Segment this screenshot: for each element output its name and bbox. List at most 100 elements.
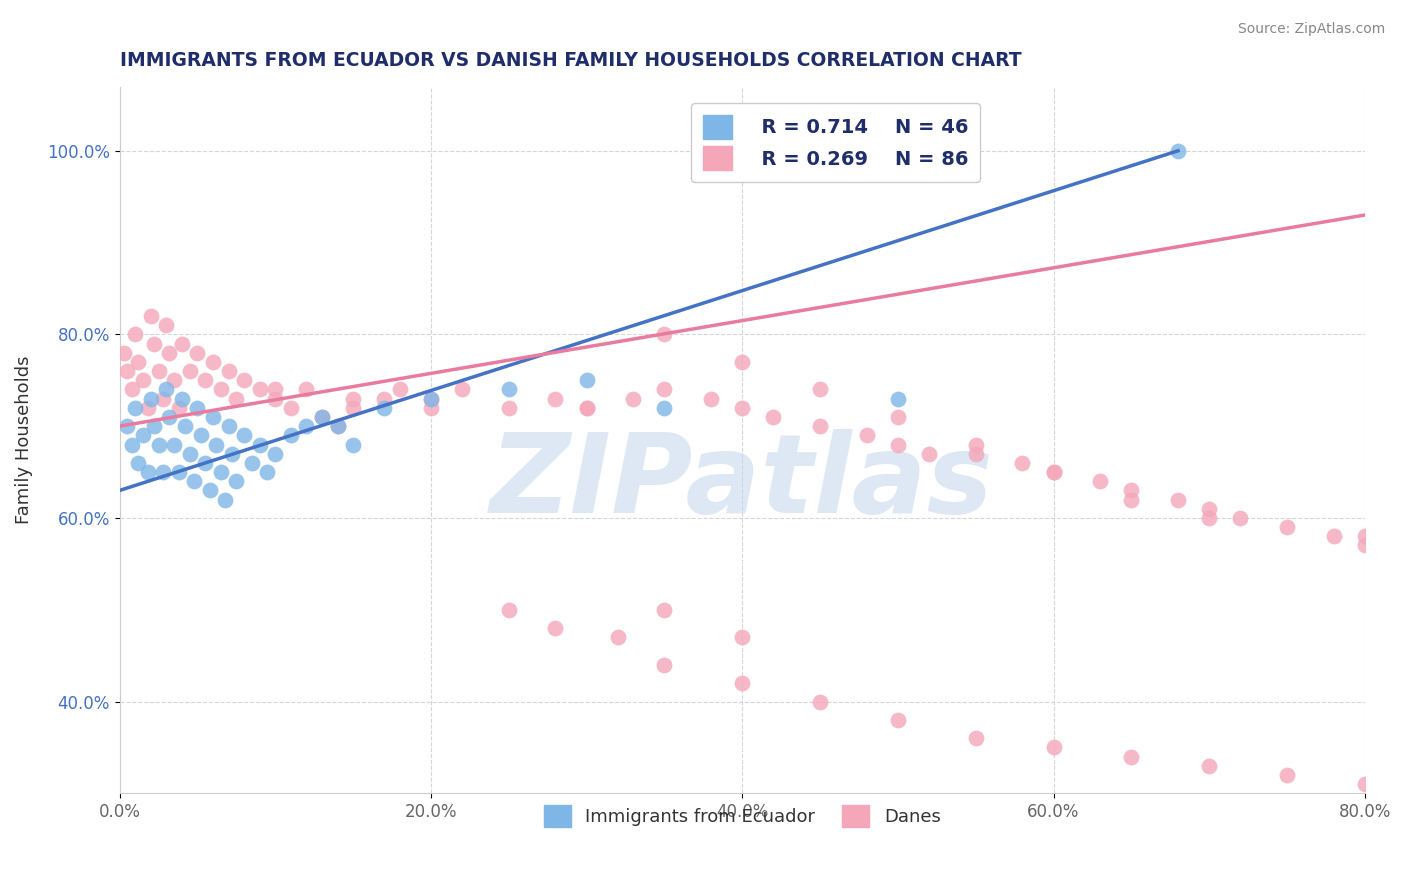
Point <box>157 345 180 359</box>
Point <box>225 392 247 406</box>
Point <box>808 694 831 708</box>
Point <box>326 419 349 434</box>
Point <box>1275 768 1298 782</box>
Point <box>186 345 208 359</box>
Point <box>179 364 201 378</box>
Point <box>311 409 333 424</box>
Point <box>1121 483 1143 498</box>
Point <box>419 392 441 406</box>
Point <box>1198 511 1220 525</box>
Point <box>190 428 212 442</box>
Point <box>855 428 877 442</box>
Point <box>225 475 247 489</box>
Point <box>201 355 224 369</box>
Point <box>1354 529 1376 543</box>
Point <box>731 355 754 369</box>
Point <box>256 465 278 479</box>
Point <box>887 392 910 406</box>
Point <box>121 437 143 451</box>
Point <box>198 483 221 498</box>
Point <box>183 475 205 489</box>
Point <box>139 309 162 323</box>
Point <box>1198 501 1220 516</box>
Point <box>170 392 193 406</box>
Point <box>762 409 785 424</box>
Point <box>731 630 754 644</box>
Point <box>295 419 318 434</box>
Point <box>142 336 165 351</box>
Point <box>179 447 201 461</box>
Point <box>1275 520 1298 534</box>
Point <box>654 383 676 397</box>
Point <box>127 456 149 470</box>
Point <box>240 456 263 470</box>
Point <box>575 401 598 415</box>
Point <box>575 373 598 387</box>
Point <box>142 419 165 434</box>
Point <box>965 437 987 451</box>
Point <box>654 327 676 342</box>
Point <box>1042 465 1064 479</box>
Point <box>731 676 754 690</box>
Point <box>124 327 146 342</box>
Point <box>132 373 155 387</box>
Point <box>654 401 676 415</box>
Point <box>163 373 186 387</box>
Point <box>233 373 256 387</box>
Point <box>136 465 159 479</box>
Point <box>148 364 170 378</box>
Point <box>498 383 520 397</box>
Point <box>419 401 441 415</box>
Point <box>1011 456 1033 470</box>
Point <box>887 409 910 424</box>
Point <box>264 383 287 397</box>
Point <box>121 383 143 397</box>
Point <box>136 401 159 415</box>
Point <box>1229 511 1251 525</box>
Point <box>1167 492 1189 507</box>
Point <box>132 428 155 442</box>
Point <box>167 465 190 479</box>
Point <box>152 392 174 406</box>
Point <box>233 428 256 442</box>
Point <box>194 456 217 470</box>
Point <box>205 437 228 451</box>
Point <box>264 447 287 461</box>
Point <box>965 731 987 746</box>
Point <box>575 401 598 415</box>
Y-axis label: Family Households: Family Households <box>15 356 32 524</box>
Point <box>388 383 411 397</box>
Point <box>201 409 224 424</box>
Point <box>887 437 910 451</box>
Point <box>152 465 174 479</box>
Point <box>155 318 177 333</box>
Point <box>124 401 146 415</box>
Point <box>373 392 395 406</box>
Point <box>117 419 139 434</box>
Point <box>155 383 177 397</box>
Point <box>117 364 139 378</box>
Point <box>209 383 232 397</box>
Point <box>342 392 364 406</box>
Point <box>808 419 831 434</box>
Point <box>280 401 302 415</box>
Point <box>498 603 520 617</box>
Text: IMMIGRANTS FROM ECUADOR VS DANISH FAMILY HOUSEHOLDS CORRELATION CHART: IMMIGRANTS FROM ECUADOR VS DANISH FAMILY… <box>120 51 1021 70</box>
Point <box>264 392 287 406</box>
Point <box>451 383 474 397</box>
Text: Source: ZipAtlas.com: Source: ZipAtlas.com <box>1237 22 1385 37</box>
Point <box>214 492 236 507</box>
Point <box>280 428 302 442</box>
Legend: Immigrants from Ecuador, Danes: Immigrants from Ecuador, Danes <box>537 797 948 834</box>
Point <box>157 409 180 424</box>
Point <box>654 603 676 617</box>
Point <box>700 392 723 406</box>
Point <box>249 383 271 397</box>
Point <box>606 630 628 644</box>
Point <box>1167 144 1189 158</box>
Point <box>1323 529 1346 543</box>
Point <box>1121 492 1143 507</box>
Point <box>544 621 567 635</box>
Point <box>1090 475 1112 489</box>
Point <box>218 419 240 434</box>
